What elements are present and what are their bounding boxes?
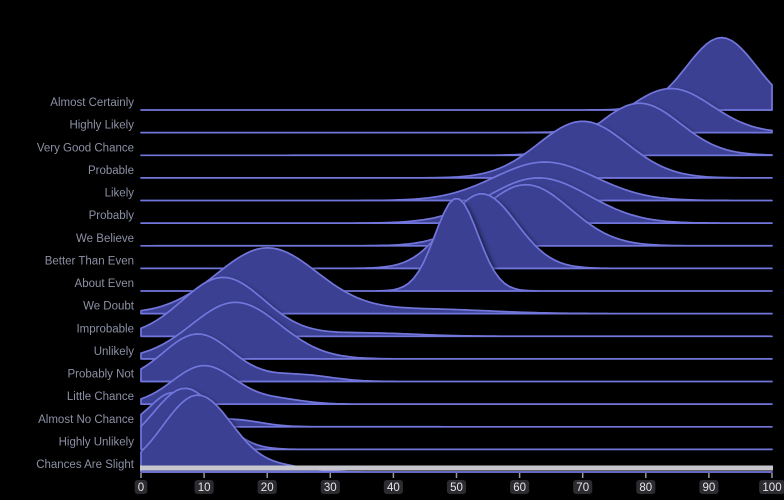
ridge-row: Unlikely: [94, 301, 773, 360]
tick-label-pill: [510, 480, 530, 494]
ridge-row: Better Than Even: [45, 193, 773, 270]
tick-label-pill: [383, 480, 403, 494]
category-label: Chances Are Slight: [36, 459, 135, 471]
x-axis-tick-label: 60: [513, 482, 526, 494]
category-label: Improbable: [76, 323, 134, 335]
category-label: Very Good Chance: [37, 142, 134, 154]
x-axis-tick-label: 80: [639, 482, 652, 494]
category-label: Probably: [89, 210, 135, 222]
ridge-row: Probable: [88, 120, 773, 179]
tick-label-pill: [320, 480, 340, 494]
category-label: Almost Certainly: [50, 97, 134, 109]
density-curve: [140, 246, 773, 315]
x-axis-tick-label: 100: [762, 482, 781, 494]
x-axis-tick-label: 70: [576, 482, 589, 494]
category-label: We Believe: [76, 233, 134, 245]
category-label: Unlikely: [94, 346, 135, 358]
tick-label-pill: [446, 480, 467, 494]
category-label: Probably Not: [68, 369, 135, 381]
density-curve: [140, 36, 773, 111]
category-label: Highly Likely: [69, 120, 134, 132]
tick-label-pill: [134, 480, 148, 494]
x-axis-tick-label: 20: [261, 482, 274, 494]
tick-label-pill: [573, 480, 593, 494]
x-axis-tick-label: 0: [138, 482, 144, 494]
category-label: Almost No Chance: [38, 414, 134, 426]
density-curve: [140, 301, 773, 360]
category-label: Probable: [88, 165, 134, 177]
ridge-row: Likely: [105, 161, 773, 202]
density-curve: [140, 120, 773, 179]
x-axis-tick-label: 40: [387, 482, 400, 494]
tick-label-pill: [759, 480, 784, 494]
tick-label-pill: [257, 480, 277, 494]
density-curve: [140, 161, 773, 202]
category-label: Little Chance: [67, 391, 134, 403]
category-label: Highly Unlikely: [59, 436, 135, 448]
tick-label-pill: [699, 480, 719, 494]
category-label: Better Than Even: [45, 255, 134, 267]
category-label: About Even: [75, 278, 134, 290]
x-axis-tick-label: 50: [450, 482, 463, 494]
x-axis-tick-label: 10: [198, 482, 211, 494]
x-axis-tick-label: 30: [324, 482, 337, 494]
category-label: Likely: [105, 188, 135, 200]
x-axis-bar: [140, 465, 773, 471]
tick-label-pill: [636, 480, 656, 494]
ridge-row: Very Good Chance: [37, 102, 773, 157]
x-axis-tick-label: 90: [703, 482, 716, 494]
ridge-row: We Believe: [76, 183, 773, 247]
density-curve: [140, 394, 773, 473]
tick-label-pill: [194, 480, 214, 494]
category-label: We Doubt: [83, 301, 135, 313]
